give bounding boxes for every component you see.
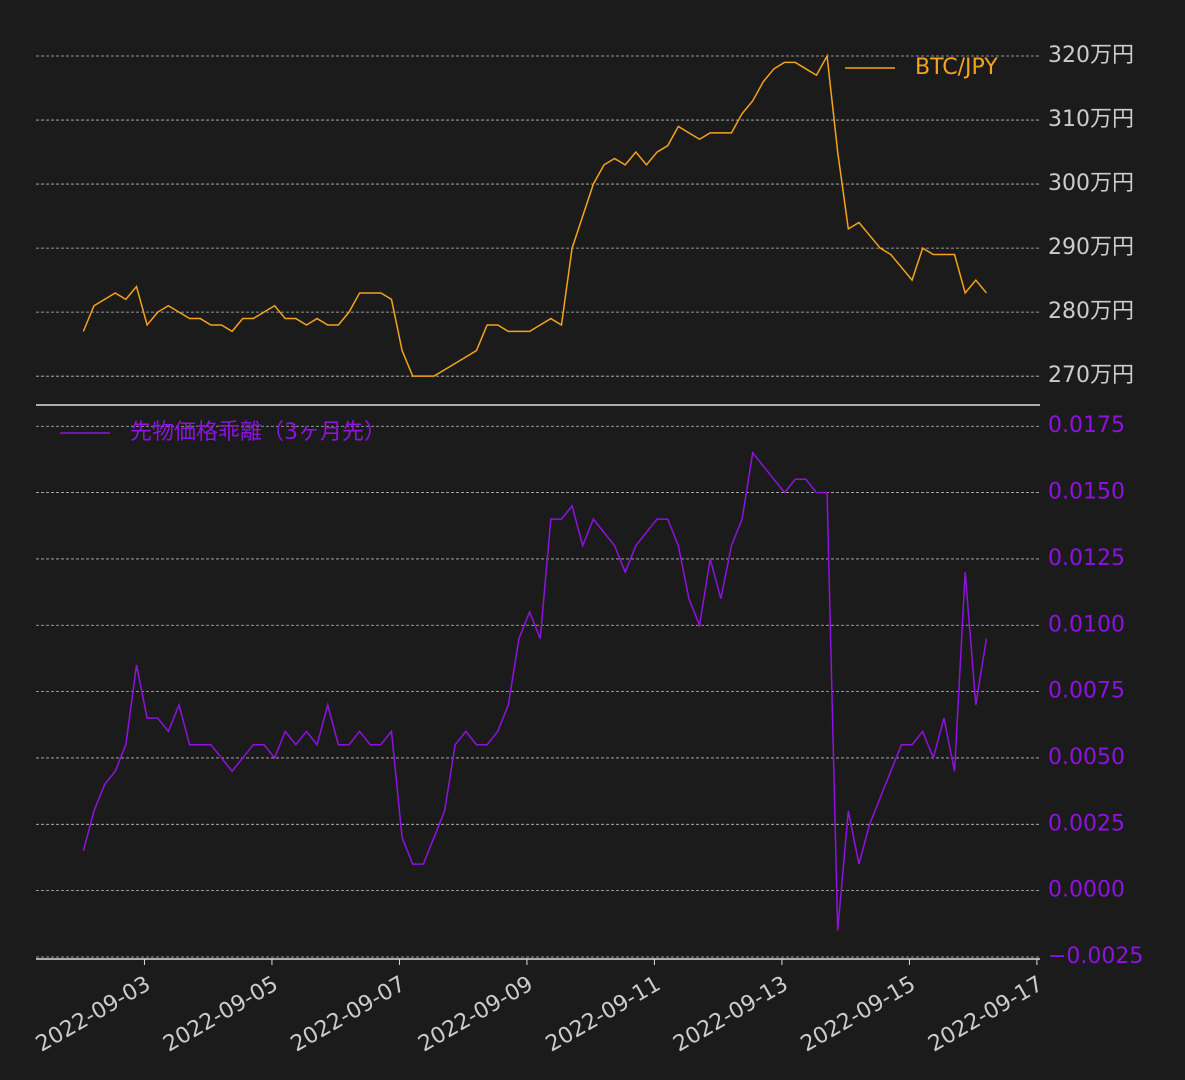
y-tick-label: −0.0025 [1048, 944, 1143, 969]
data-line [82, 450, 988, 931]
y-tick-label: 290万円 [1048, 235, 1134, 260]
y-tick-label: 300万円 [1048, 171, 1134, 196]
y-tick-label: 0.0175 [1048, 413, 1125, 438]
legend-label: BTC/JPY [915, 55, 998, 80]
y-tick-label: 310万円 [1048, 107, 1134, 132]
y-tick-label: 0.0075 [1048, 679, 1125, 704]
y-tick-label: 0.0125 [1048, 546, 1125, 571]
y-tick-label: 270万円 [1048, 363, 1134, 388]
y-tick-label: 0.0000 [1048, 878, 1125, 903]
y-tick-label: 0.0100 [1048, 612, 1125, 637]
data-line [82, 53, 988, 377]
y-tick-label: 320万円 [1048, 43, 1134, 68]
y-tick-label: 280万円 [1048, 299, 1134, 324]
y-tick-label: 0.0025 [1048, 811, 1125, 836]
legend-label: 先物価格乖離（3ヶ月先） [130, 420, 386, 445]
y-tick-label: 0.0150 [1048, 480, 1125, 505]
y-tick-label: 0.0050 [1048, 745, 1125, 770]
